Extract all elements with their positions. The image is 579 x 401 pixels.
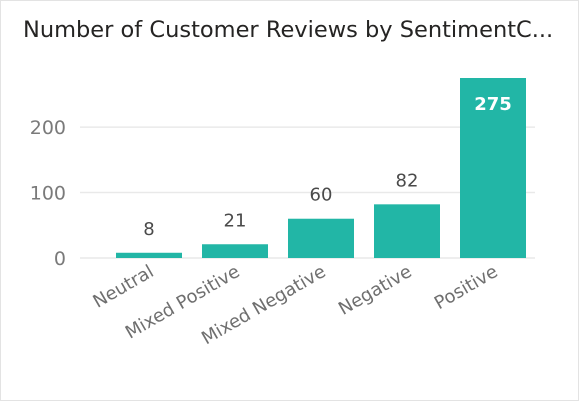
x-category-label: Neutral [89, 261, 157, 312]
y-tick-label: 200 [30, 117, 66, 139]
bar[interactable] [116, 252, 182, 258]
x-category-label: Positive [431, 261, 502, 314]
bar[interactable] [288, 218, 354, 258]
data-label: 82 [396, 170, 419, 191]
bars [116, 78, 526, 258]
x-category-label: Negative [335, 261, 415, 320]
data-label: 275 [474, 94, 512, 115]
chart-title: Number of Customer Reviews by SentimentC… [23, 17, 554, 43]
bar[interactable] [202, 244, 268, 258]
bar[interactable] [374, 204, 440, 258]
data-label: 21 [224, 210, 247, 231]
data-label: 8 [143, 219, 154, 240]
y-axis-ticks: 0 100 200 [30, 117, 66, 270]
y-tick-label: 0 [54, 248, 66, 270]
data-labels: 8 21 60 82 275 [143, 94, 512, 240]
y-tick-label: 100 [30, 183, 66, 205]
data-label: 60 [310, 185, 333, 206]
bar[interactable] [460, 78, 526, 258]
